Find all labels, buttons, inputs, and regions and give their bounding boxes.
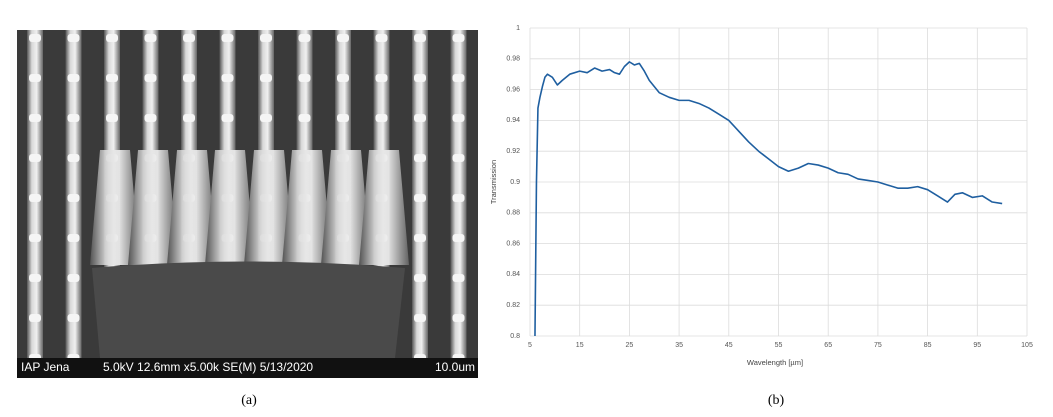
x-tick-label: 45 xyxy=(725,342,733,349)
y-axis-title: Transmission xyxy=(489,160,498,204)
sem-scale: 10.0um xyxy=(435,360,475,374)
y-tick-label: 0.82 xyxy=(506,302,520,309)
sem-cones xyxy=(90,150,409,265)
x-tick-label: 35 xyxy=(675,342,683,349)
sem-institute: IAP Jena xyxy=(21,360,70,374)
chart: Wavelength [µm] Transmission 0.8 0.82 0.84… xyxy=(489,25,1033,367)
y-tick-label: 0.98 xyxy=(506,56,520,63)
x-tick-label: 75 xyxy=(874,342,882,349)
sem-settings: 5.0kV 12.6mm x5.00k SE(M) 5/13/2020 xyxy=(103,360,313,374)
sem-floor xyxy=(92,261,405,358)
data-line xyxy=(534,61,1003,337)
x-tick-label: 105 xyxy=(1021,342,1033,349)
y-tick-label: 0.96 xyxy=(506,86,520,93)
x-tick-label: 25 xyxy=(626,342,634,349)
x-tick-label: 15 xyxy=(576,342,584,349)
y-tick-label: 0.9 xyxy=(510,179,520,186)
y-tick-label: 0.84 xyxy=(506,271,520,278)
y-tick-label: 0.92 xyxy=(506,148,520,155)
y-tick-label: 0.94 xyxy=(506,117,520,124)
y-tick-label: 0.88 xyxy=(506,210,520,217)
y-tick-label: 0.8 xyxy=(510,333,520,340)
y-tick-label: 1 xyxy=(516,25,520,32)
x-tick-label: 5 xyxy=(528,342,532,349)
x-tick-label: 85 xyxy=(924,342,932,349)
x-tick-label: 55 xyxy=(775,342,783,349)
x-tick-label: 65 xyxy=(824,342,832,349)
y-tick-label: 0.86 xyxy=(506,240,520,247)
sem-image: IAP Jena 5.0kV 12.6mm x5.00k SE(M) 5/13/… xyxy=(17,30,478,378)
x-tick-label: 95 xyxy=(973,342,981,349)
x-axis-title: Wavelength [µm] xyxy=(747,358,803,367)
caption: (a) xyxy=(241,393,257,408)
sem-databar xyxy=(17,358,478,378)
caption: (b) xyxy=(768,393,785,408)
